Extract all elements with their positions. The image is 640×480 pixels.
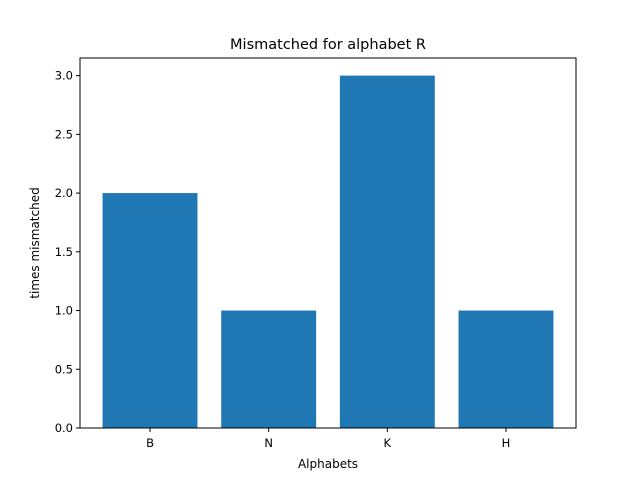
bar-n [221, 310, 317, 428]
x-tick-label: B [146, 436, 154, 450]
y-tick-label: 1.5 [55, 245, 73, 259]
y-tick-label: 3.0 [55, 69, 73, 83]
bar-k [339, 75, 435, 428]
x-axis-label: Alphabets [298, 457, 358, 471]
y-tick-label: 0.0 [55, 421, 73, 435]
y-tick-label: 1.0 [55, 304, 73, 318]
x-tick-label: N [264, 436, 273, 450]
y-axis: 0.0 0.5 1.0 1.5 2.0 2.5 3.0 [55, 69, 80, 435]
x-tick-label: K [384, 436, 392, 450]
y-tick-label: 0.5 [55, 362, 73, 376]
bars-group [102, 75, 554, 428]
chart-title: Mismatched for alphabet R [230, 37, 426, 53]
y-tick-label: 2.5 [55, 127, 73, 141]
bar-b [102, 193, 198, 428]
plot-area-frame [79, 57, 577, 429]
y-tick-label: 2.0 [55, 186, 73, 200]
x-tick-label: H [502, 436, 511, 450]
y-axis-label: times mismatched [28, 187, 42, 298]
bar-h [458, 310, 554, 428]
